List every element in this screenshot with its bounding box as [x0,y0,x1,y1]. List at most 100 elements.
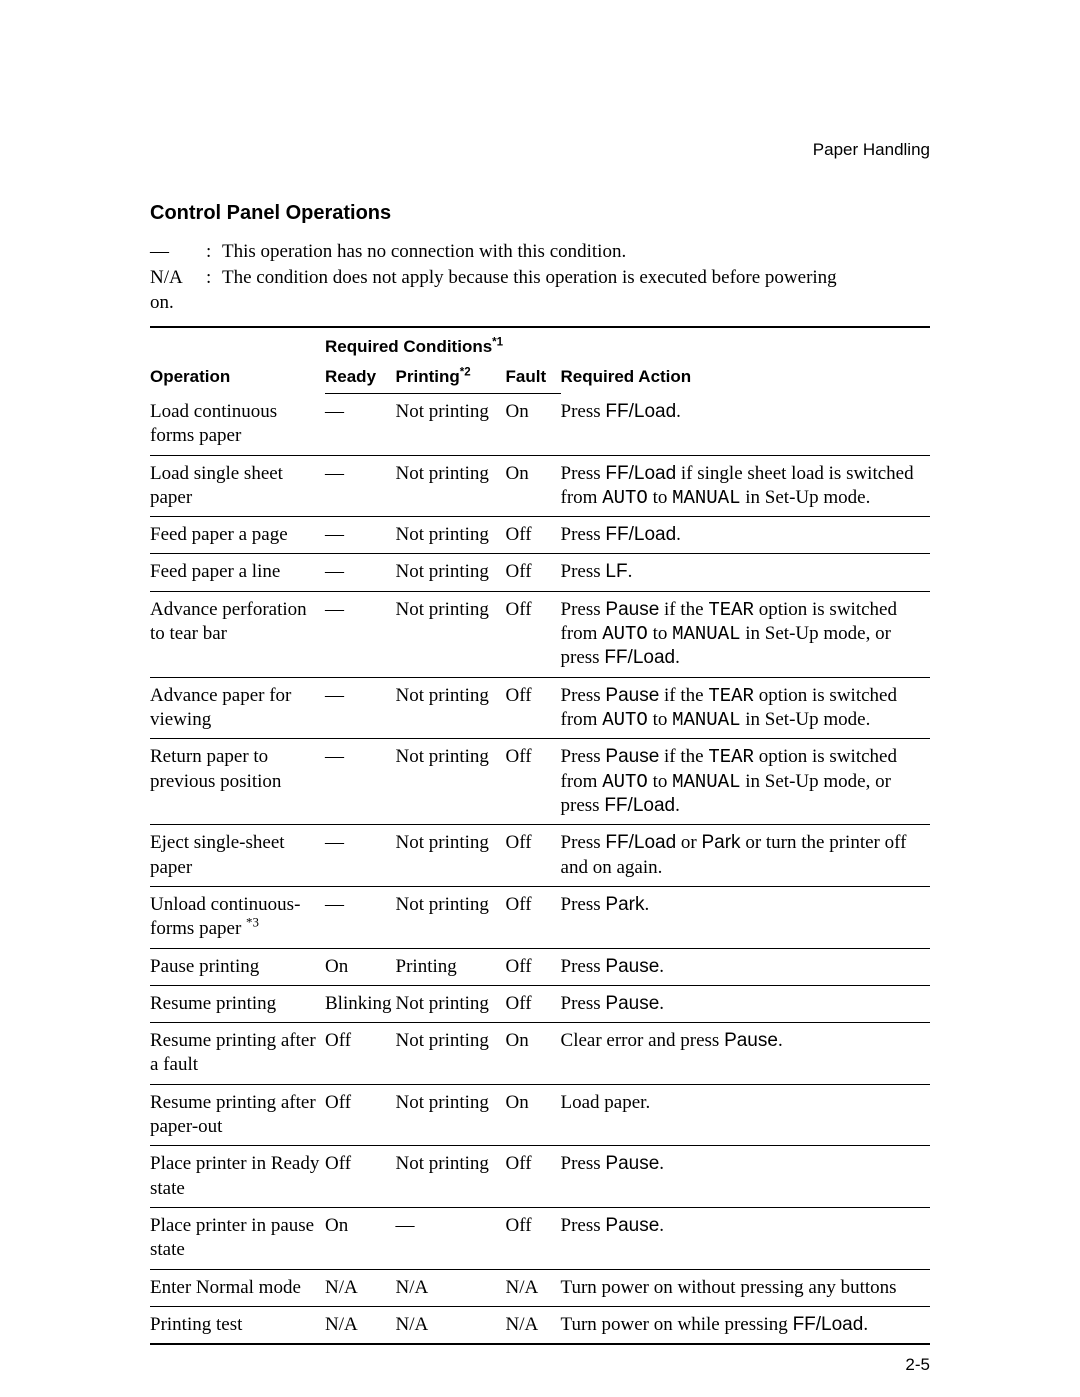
legend: — : This operation has no connection wit… [150,239,930,316]
cell-operation: Resume printing after paper-out [150,1084,325,1146]
action-segment: Turn power on without pressing any butto… [561,1277,897,1298]
action-segment: . [659,993,664,1014]
cell-printing: Not printing [396,591,506,677]
cell-ready: Off [325,1146,396,1208]
cell-action: Press FF/Load. [561,394,930,455]
cell-action: Turn power on without pressing any butto… [561,1269,930,1306]
action-segment: Park [701,832,740,853]
cell-fault: Off [506,886,561,948]
th-fault: Fault [506,364,561,394]
cell-ready: — [325,739,396,825]
table-header: Operation Required Conditions*1 Required… [150,327,930,394]
table-row: Eject single-sheet paper—Not printingOff… [150,825,930,887]
legend-na-tail: on. [150,290,930,316]
action-segment: Pause [605,746,659,767]
action-segment: Park [605,894,644,915]
action-segment: Press [561,993,606,1014]
cell-operation: Load continuous forms paper [150,394,325,455]
cell-operation: Pause printing [150,948,325,985]
cell-printing: Not printing [396,886,506,948]
action-segment: FF/Load [605,524,676,545]
table-row: Unload continuous-forms paper *3—Not pri… [150,886,930,948]
action-segment: MANUAL [672,487,740,509]
th-required-conditions: Required Conditions*1 [325,327,561,364]
cell-operation: Advance paper for viewing [150,677,325,739]
cell-action: Press Park. [561,886,930,948]
th-ready: Ready [325,364,396,394]
cell-ready: Blinking [325,985,396,1022]
action-segment: if the [659,599,708,620]
cell-fault: Off [506,739,561,825]
cell-action: Press Pause if the TEAR option is switch… [561,591,930,677]
operation-text: Feed paper a line [150,561,280,582]
cell-printing: Not printing [396,517,506,554]
action-segment: FF/Load [604,795,675,816]
action-segment: FF/Load [604,647,675,668]
cell-fault: Off [506,517,561,554]
cell-operation: Enter Normal mode [150,1269,325,1306]
cell-ready: — [325,517,396,554]
table-row: Enter Normal modeN/AN/AN/ATurn power on … [150,1269,930,1306]
cell-fault: Off [506,1208,561,1270]
cell-action: Turn power on while pressing FF/Load. [561,1306,930,1344]
action-segment: Press [561,401,606,422]
cell-printing: Not printing [396,677,506,739]
cell-operation: Resume printing [150,985,325,1022]
legend-dash-text: This operation has no connection with th… [222,239,930,265]
table-row: Resume printingBlinkingNot printingOffPr… [150,985,930,1022]
action-segment: Clear error and press [561,1030,725,1051]
action-segment: . [675,795,680,816]
cell-fault: On [506,1084,561,1146]
action-segment: if the [659,685,708,706]
cell-action: Press FF/Load if single sheet load is sw… [561,455,930,517]
action-segment: MANUAL [672,709,740,731]
action-segment: AUTO [602,487,648,509]
cell-printing: Not printing [396,739,506,825]
cell-action: Press FF/Load or Park or turn the printe… [561,825,930,887]
cell-operation: Feed paper a page [150,517,325,554]
action-segment: Pause [605,1215,659,1236]
cell-printing: Not printing [396,825,506,887]
th-required-conditions-sup: *1 [492,336,503,348]
th-printing: Printing*2 [396,364,506,394]
th-printing-text: Printing [396,367,460,386]
action-segment: LF [605,561,627,582]
action-segment: Pause [605,1153,659,1174]
cell-action: Load paper. [561,1084,930,1146]
legend-na-key: N/A [150,265,206,291]
cell-action: Press Pause. [561,948,930,985]
cell-fault: On [506,1023,561,1085]
cell-printing: Not printing [396,985,506,1022]
cell-ready: N/A [325,1306,396,1344]
action-segment: Press [561,832,606,853]
operation-text: Printing test [150,1314,242,1335]
cell-action: Press LF. [561,554,930,591]
action-segment: Pause [724,1030,778,1051]
action-segment: MANUAL [672,623,740,645]
cell-ready: — [325,554,396,591]
action-segment: . [644,894,649,915]
legend-dash-key: — [150,239,206,265]
cell-operation: Feed paper a line [150,554,325,591]
action-segment: . [628,561,633,582]
operation-text: Resume printing [150,993,276,1014]
action-segment: . [778,1030,783,1051]
cell-printing: Not printing [396,554,506,591]
cell-operation: Return paper to previous position [150,739,325,825]
action-segment: or [676,832,701,853]
operation-text: Advance paper for viewing [150,685,291,730]
legend-row-na: N/A : The condition does not apply becau… [150,265,930,291]
action-segment: . [676,524,681,545]
action-segment: Pause [605,599,659,620]
th-required-action: Required Action [561,327,930,394]
operation-text: Resume printing after a fault [150,1030,316,1075]
table-row: Load single sheet paper—Not printingOnPr… [150,455,930,517]
cell-ready: Off [325,1023,396,1085]
table-row: Resume printing after paper-outOffNot pr… [150,1084,930,1146]
operation-text: Return paper to previous position [150,746,281,791]
cell-operation: Place printer in Ready state [150,1146,325,1208]
cell-printing: N/A [396,1306,506,1344]
operation-text: Load continuous forms paper [150,401,277,446]
page: Paper Handling Control Panel Operations … [0,0,1080,1397]
cell-operation: Load single sheet paper [150,455,325,517]
